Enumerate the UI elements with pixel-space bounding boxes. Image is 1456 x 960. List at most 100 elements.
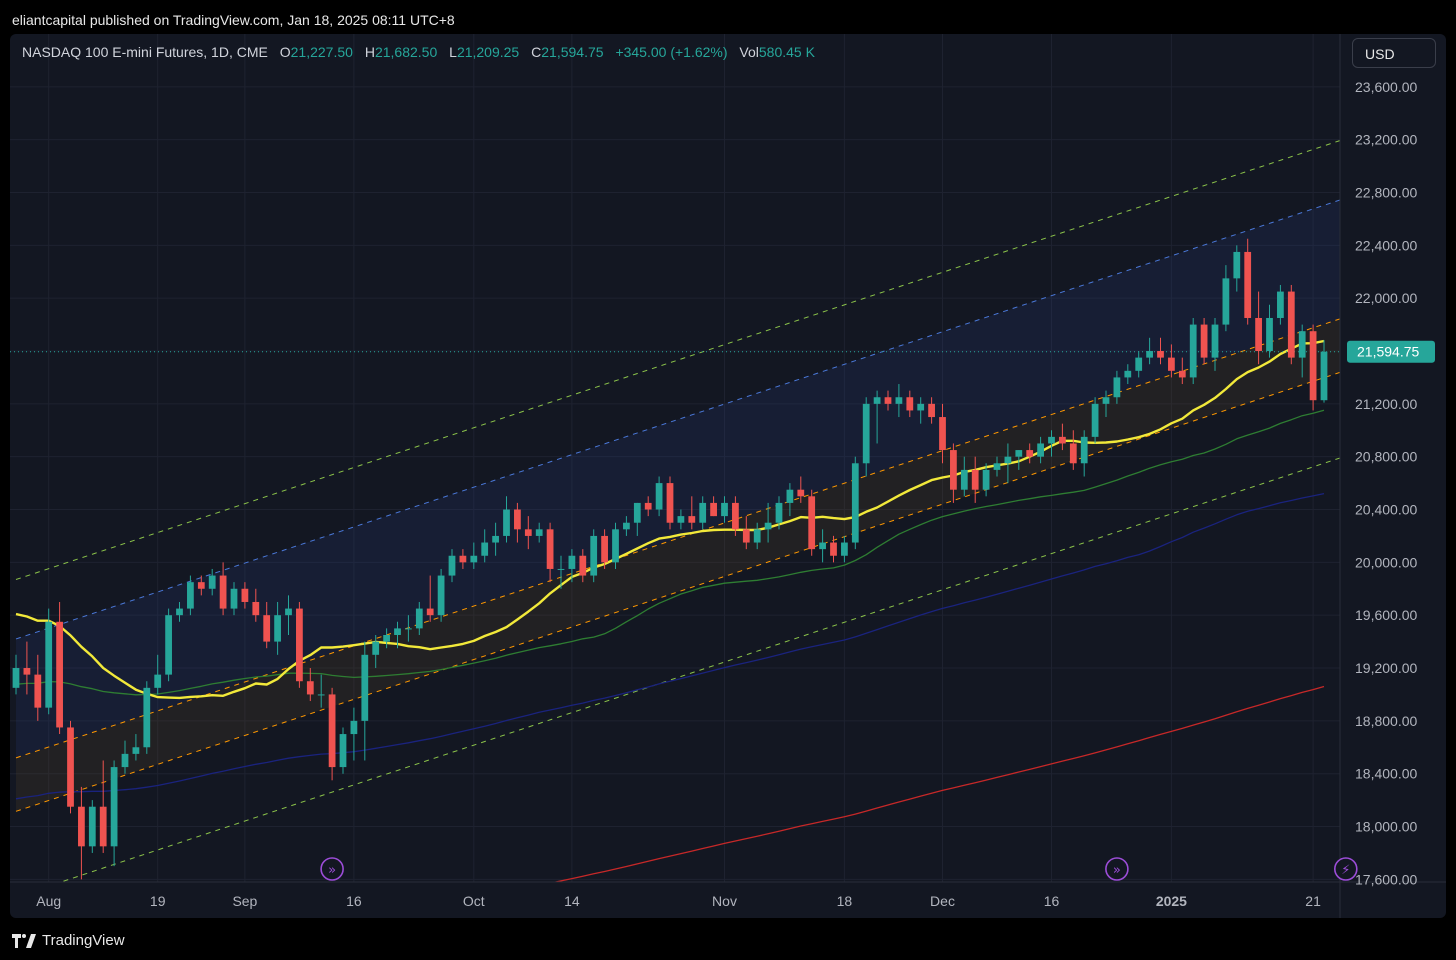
open-value: 21,227.50 [290,44,353,60]
dividend-marker-2[interactable]: » [1105,857,1129,881]
price-tick-label: 23,200.00 [1355,132,1417,148]
candle [1277,284,1284,325]
candle-body [208,575,216,589]
candle [568,549,576,583]
candle [917,397,925,424]
candle [1135,351,1143,378]
candle-body [633,502,641,523]
tradingview-logo[interactable]: TradingView [12,932,125,949]
candle-body [1244,251,1252,318]
candle [1124,364,1132,385]
candle [862,397,870,477]
candle-body [88,806,96,847]
open-label: O [279,44,291,60]
candle [285,595,292,635]
high-label: H [364,44,375,60]
candle [699,496,707,530]
price-tick-label: 19,600.00 [1355,607,1417,623]
candle [601,529,608,569]
symbol-title[interactable]: NASDAQ 100 E-mini Futures, 1D, CME [22,44,268,60]
candle [208,568,216,596]
candle-body [1004,456,1012,464]
currency-button[interactable]: USD [1352,38,1436,68]
candle-body [993,463,1001,470]
candle-body [12,668,20,688]
candle-body [710,502,717,517]
candle-body [721,502,728,517]
candle [655,476,663,517]
candle-body [350,720,358,735]
candle-body [535,529,543,536]
candle [841,535,848,563]
candle [906,390,914,418]
candle-body [1146,351,1153,358]
chart-panel[interactable]: 23,600.00 23,200.00 22,800.00 22,400.00 22,0… [10,34,1446,918]
candle [786,483,794,517]
candle-body [503,509,510,536]
volume-value: 580.45 K [758,44,815,60]
dividend-marker-1[interactable]: » [320,857,344,881]
candle-body [34,674,42,708]
candle [1004,443,1012,484]
candle [110,760,118,867]
publisher-line: eliantcapital published on TradingView.c… [12,12,455,28]
candle [873,390,881,444]
candle [524,516,532,550]
candle-body [372,641,380,655]
candle-body [546,529,554,569]
candle [1287,284,1295,365]
candle [437,568,445,622]
candle-body [1048,436,1055,444]
last-price-badge [1347,340,1435,363]
price-axis: 23,600.00 23,200.00 22,800.00 22,400.00 22,0… [1355,79,1417,888]
candle [710,496,717,517]
candle-body [1200,324,1208,358]
candle [1048,430,1055,457]
time-tick-label: 2025 [1156,893,1187,909]
candle-body [1287,291,1295,358]
candle-body [568,555,576,569]
candle-body [361,654,369,721]
ma100-line [15,492,1325,800]
candle [644,496,652,517]
candle-body [176,608,183,616]
candle [252,588,260,622]
candle [993,456,1001,477]
candle [775,496,783,530]
candle [1026,443,1034,464]
candle-body [1266,317,1273,352]
time-tick-label: Oct [463,893,485,909]
candle-body [1298,331,1306,358]
time-tick-label: Dec [930,893,955,909]
candle [67,720,74,814]
candle-body [394,628,401,635]
candle [143,681,151,754]
time-tick-label: 21 [1305,893,1321,909]
candle [263,601,271,649]
price-chart[interactable]: 23,600.00 23,200.00 22,800.00 22,400.00 22,0… [10,34,1446,918]
price-tick-label: 22,400.00 [1355,237,1417,253]
candle [1091,397,1099,444]
candle-body [1320,351,1328,401]
candle-body [99,806,107,847]
candle [448,549,456,583]
time-tick-label: Aug [36,893,61,909]
ma20-line [15,339,1325,700]
candle [1146,337,1153,365]
candle [503,496,510,543]
split-marker[interactable]: ⚡ [1334,857,1358,881]
candle [819,529,826,563]
candle [339,727,347,774]
candle-body [830,542,837,556]
candle-body [197,582,205,589]
candle [219,562,227,616]
price-tick-label: 20,400.00 [1355,502,1417,518]
event-marker-icon: ⚡ [1341,863,1350,878]
channel-upper-fill [16,199,1340,758]
close-value: 21,594.75 [541,44,604,60]
candle [1222,265,1230,332]
candle [230,582,238,616]
candle-body [383,634,390,642]
candle [1255,291,1262,365]
candle-body [1178,370,1186,378]
